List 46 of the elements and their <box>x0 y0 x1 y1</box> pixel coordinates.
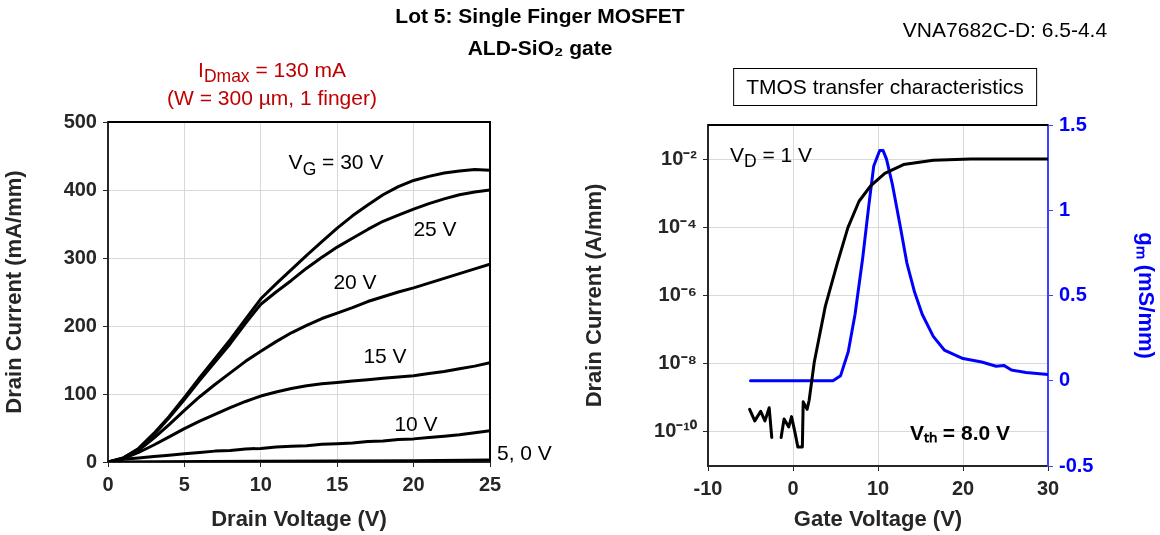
y-tick-label: 10⁻⁶ <box>658 283 697 306</box>
text: 5, 0 V <box>497 441 552 465</box>
y-tick-label: 100 <box>63 381 97 404</box>
y2-tick-label: 0.5 <box>1059 283 1087 306</box>
y-axis-title: Drain Current (A/mm) <box>581 183 607 408</box>
y2-tick-label: 0 <box>1059 368 1071 391</box>
annotation: V$_{D}$ = 1 V <box>730 143 813 173</box>
annotation: V$_{G}$ = 30 V <box>288 150 384 180</box>
x-tick-label: -10 <box>693 476 723 499</box>
chart-subtitle: (W = 300 µm, 1 finger) <box>167 86 377 110</box>
chart-title: I$_{Dmax}$ = 130 mA <box>198 58 346 88</box>
y-tick-label: 10⁻⁸ <box>658 351 697 374</box>
y-tick-label: 200 <box>63 313 97 336</box>
y-tick-label: 400 <box>63 177 97 200</box>
x-tick-label: 10 <box>866 476 890 499</box>
y-tick-label: 10⁻⁴ <box>657 214 697 237</box>
y-tick-label: 10⁻¹⁰ <box>654 419 697 442</box>
annotation: 25 V <box>413 217 457 241</box>
y-tick-label: 300 <box>63 245 97 268</box>
y-tick-label: 10⁻² <box>661 146 698 169</box>
x-tick-label: 25 <box>478 472 502 495</box>
x-tick-label: 30 <box>1036 476 1060 499</box>
y2-tick-label: 1.5 <box>1059 112 1087 135</box>
text: Lot 5: Single Finger MOSFET <box>395 4 685 28</box>
x-tick-label: 0 <box>102 472 114 495</box>
y-tick-label: 0 <box>85 449 97 472</box>
annotation: 10 V <box>394 412 438 436</box>
x-axis-title: Drain Voltage (V) <box>211 505 387 531</box>
y2-axis-title: gₘ (mS/mm) <box>1133 232 1159 359</box>
x-axis-title: Gate Voltage (V) <box>793 505 963 531</box>
y-tick-label: 500 <box>63 109 97 132</box>
x-tick-label: 20 <box>951 476 975 499</box>
annotation: 15 V <box>363 344 407 368</box>
chart-title: TMOS transfer characteristics <box>733 68 1037 106</box>
x-tick-label: 10 <box>249 472 272 495</box>
text: VNA7682C-D: 6.5-4.4 <box>902 18 1108 42</box>
x-tick-label: 0 <box>787 476 799 499</box>
x-tick-label: 20 <box>402 472 425 495</box>
annotation: 20 V <box>333 270 377 294</box>
y2-tick-label: 1 <box>1059 197 1071 220</box>
y2-tick-label: -0.5 <box>1059 453 1094 476</box>
y-axis-title: Drain Current (mA/mm) <box>1 170 27 414</box>
x-tick-label: 15 <box>326 472 349 495</box>
text: ALD-SiO₂ gate <box>467 36 613 60</box>
x-tick-label: 5 <box>178 472 190 495</box>
annotation: Vₜₕ = 8.0 V <box>910 420 1010 446</box>
